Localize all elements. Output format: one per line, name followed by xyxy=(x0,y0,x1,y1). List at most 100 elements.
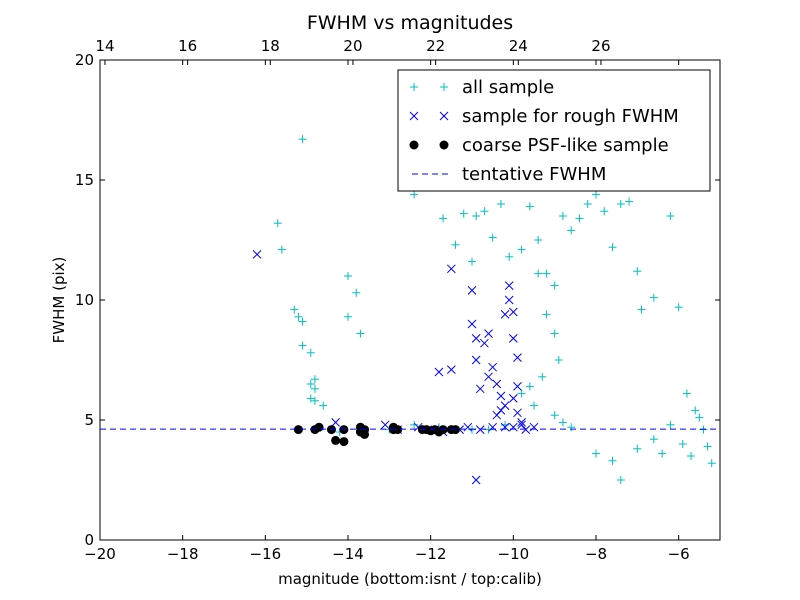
legend-marker xyxy=(439,111,449,121)
data-point xyxy=(678,440,687,448)
chart-title: FWHM vs magnitudes xyxy=(307,12,513,34)
data-point xyxy=(310,384,319,393)
data-point xyxy=(446,264,456,274)
data-point xyxy=(674,303,683,312)
data-point xyxy=(633,444,642,453)
top-tick-label: 18 xyxy=(261,37,280,55)
data-point xyxy=(380,420,390,430)
x-tick-label: −16 xyxy=(250,545,282,563)
legend-marker xyxy=(409,140,419,150)
data-point xyxy=(534,236,543,244)
data-point xyxy=(525,382,534,391)
data-point xyxy=(331,418,340,427)
data-point xyxy=(331,435,341,445)
y-tick-label: 5 xyxy=(84,411,94,429)
legend-marker xyxy=(410,83,418,91)
data-point xyxy=(298,135,307,144)
x-tick-label: −6 xyxy=(668,545,690,563)
data-point xyxy=(554,356,563,364)
legend-box xyxy=(397,69,711,192)
data-point xyxy=(625,197,634,206)
data-point xyxy=(550,329,559,338)
data-point xyxy=(703,442,712,451)
data-point xyxy=(550,411,559,420)
y-tick-label: 10 xyxy=(75,291,94,309)
data-point xyxy=(496,200,505,208)
data-point xyxy=(306,348,315,357)
data-point xyxy=(293,425,303,435)
data-point xyxy=(666,420,675,429)
data-point xyxy=(439,214,448,223)
data-point xyxy=(492,379,502,389)
y-tick-label: 15 xyxy=(75,171,94,189)
data-point xyxy=(451,240,460,249)
data-point xyxy=(273,219,282,228)
data-point xyxy=(496,391,506,401)
data-point xyxy=(508,334,518,343)
data-point xyxy=(707,459,716,468)
data-point xyxy=(306,380,315,388)
legend-label: tentative FWHM xyxy=(462,164,606,185)
x-axis-label: magnitude (bottom:isnt / top:calib) xyxy=(278,570,542,588)
data-point xyxy=(344,272,352,280)
data-point xyxy=(505,252,514,261)
data-point xyxy=(356,329,365,338)
data-point xyxy=(484,372,493,382)
data-point xyxy=(658,449,667,458)
data-point xyxy=(472,212,481,220)
legend-label: coarse PSF-like sample xyxy=(462,135,669,156)
data-point xyxy=(388,422,398,432)
data-point xyxy=(695,413,704,422)
data-point xyxy=(339,437,349,447)
data-point xyxy=(467,286,477,295)
data-point xyxy=(608,456,617,465)
data-point xyxy=(616,476,625,484)
data-point xyxy=(314,422,324,432)
data-point xyxy=(306,394,315,403)
data-point xyxy=(567,423,576,432)
series-1 xyxy=(252,250,539,485)
data-point xyxy=(687,452,696,460)
x-tick-label: −14 xyxy=(332,545,364,563)
data-point xyxy=(504,295,514,305)
data-point xyxy=(500,310,510,319)
data-point xyxy=(542,269,551,278)
data-point xyxy=(352,288,361,297)
data-point xyxy=(310,375,319,384)
series-2 xyxy=(293,422,460,447)
data-point xyxy=(298,341,307,350)
legend-entry: coarse PSF-like sample xyxy=(409,135,669,156)
legend: all sample sample for rough FWHM coarse PS… xyxy=(397,69,711,192)
data-point xyxy=(488,233,497,242)
data-point xyxy=(484,329,493,338)
top-tick-label: 14 xyxy=(95,37,114,55)
legend-entry: all sample xyxy=(410,77,554,98)
data-point xyxy=(550,281,559,290)
data-point xyxy=(488,362,498,372)
data-point xyxy=(471,475,481,485)
top-tick-label: 26 xyxy=(591,37,610,55)
data-point xyxy=(534,269,543,278)
data-point xyxy=(538,372,547,381)
top-tick-label: 16 xyxy=(178,37,197,55)
data-point xyxy=(616,200,625,208)
y-tick-label: 20 xyxy=(75,51,94,69)
data-point xyxy=(513,382,522,391)
x-tick-label: −12 xyxy=(415,545,447,563)
data-point xyxy=(633,267,642,276)
top-tick-label: 22 xyxy=(426,37,445,55)
x-tick-label: −8 xyxy=(585,545,607,563)
data-point xyxy=(529,422,539,432)
legend-marker xyxy=(440,83,448,91)
data-point xyxy=(517,418,526,427)
data-point xyxy=(558,418,567,427)
legend-entry: tentative FWHM xyxy=(412,164,606,185)
data-point xyxy=(277,245,286,254)
legend-label: all sample xyxy=(462,77,554,98)
legend-marker xyxy=(409,111,419,121)
data-point xyxy=(463,422,473,432)
data-point xyxy=(525,202,534,211)
legend-entry: sample for rough FWHM xyxy=(409,106,679,127)
data-point xyxy=(319,401,328,410)
